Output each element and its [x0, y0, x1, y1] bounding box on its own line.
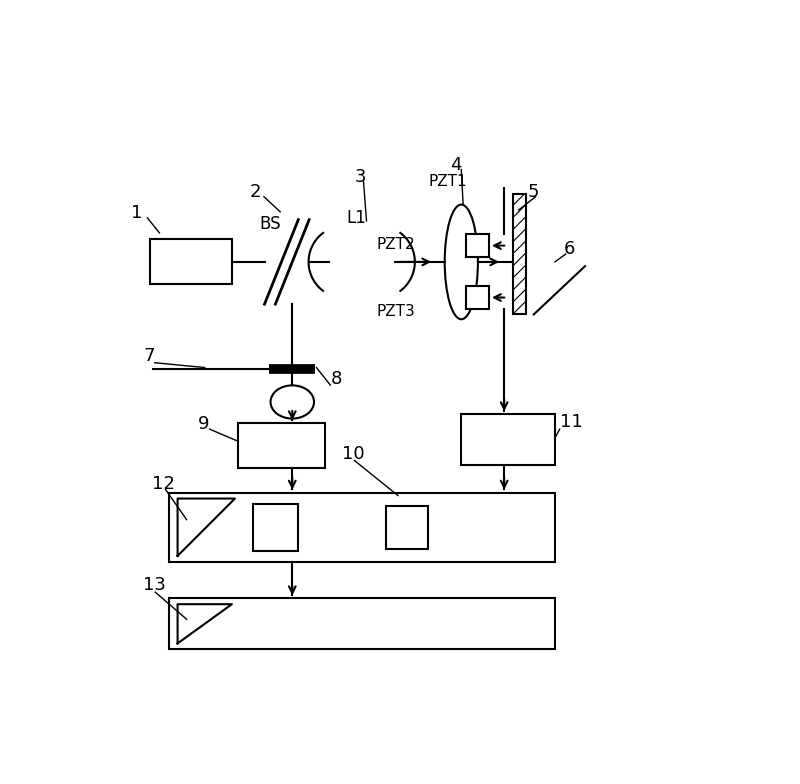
- Text: PZT1: PZT1: [428, 175, 466, 190]
- Text: 8: 8: [330, 370, 342, 388]
- Text: 1: 1: [131, 204, 142, 222]
- Bar: [462, 414, 555, 466]
- Text: 9: 9: [198, 415, 209, 433]
- Text: BS: BS: [259, 215, 281, 233]
- Bar: [513, 194, 526, 314]
- Bar: [466, 286, 489, 309]
- Text: PZT3: PZT3: [377, 304, 415, 319]
- Text: 6: 6: [564, 240, 575, 258]
- Text: 2: 2: [250, 183, 262, 201]
- Bar: [150, 239, 232, 285]
- Text: 7: 7: [143, 347, 154, 365]
- Text: 3: 3: [354, 168, 366, 186]
- Bar: [386, 506, 428, 549]
- Text: 12: 12: [152, 475, 174, 493]
- Text: 4: 4: [450, 155, 462, 173]
- Bar: [169, 492, 555, 562]
- Bar: [238, 423, 326, 468]
- Text: PZT2: PZT2: [377, 237, 415, 252]
- Text: 10: 10: [342, 445, 365, 463]
- Text: 11: 11: [560, 413, 582, 431]
- Text: 13: 13: [143, 576, 166, 594]
- Bar: [466, 234, 489, 257]
- Bar: [253, 504, 298, 551]
- Text: 5: 5: [528, 183, 539, 201]
- Text: L1: L1: [346, 209, 366, 227]
- Bar: [169, 598, 555, 649]
